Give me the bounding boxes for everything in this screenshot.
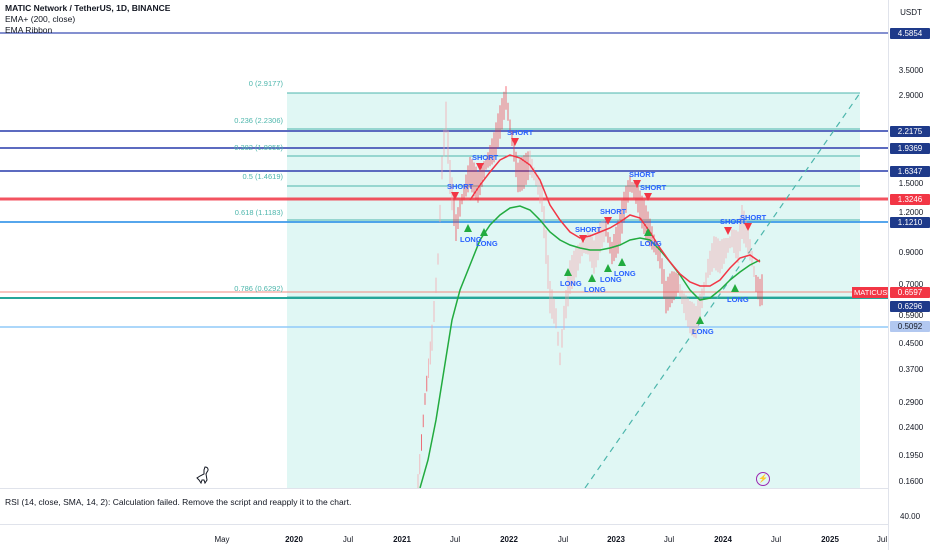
dinosaur-icon bbox=[196, 466, 210, 489]
time-tick: 2021 bbox=[393, 535, 411, 544]
price-tick: 0.4500 bbox=[898, 339, 924, 348]
rsi-axis-tick: 40.00 bbox=[900, 512, 921, 521]
short-label: SHORT bbox=[575, 225, 602, 234]
price-tag: 1.1210 bbox=[890, 217, 930, 228]
time-tick: May bbox=[214, 535, 230, 544]
long-label: LONG bbox=[600, 275, 622, 284]
time-tick: 2022 bbox=[500, 535, 518, 544]
price-axis[interactable]: USDT 3.5000 2.9000 1.5000 1.2000 0.9000 … bbox=[888, 0, 932, 550]
short-signal-icon bbox=[604, 217, 612, 225]
long-label: LONG bbox=[692, 327, 714, 336]
price-tick: 2.9000 bbox=[898, 91, 924, 100]
indicator-ema[interactable]: EMA+ (200, close) bbox=[5, 14, 76, 24]
short-label: SHORT bbox=[447, 182, 474, 191]
price-chart-svg[interactable]: 0 (2.9177) 0.236 (2.2306) 0.382 (1.8055)… bbox=[0, 0, 888, 488]
long-label: LONG bbox=[460, 235, 482, 244]
ema-200-line bbox=[419, 205, 761, 488]
chart-pane[interactable]: 0 (2.9177) 0.236 (2.2306) 0.382 (1.8055)… bbox=[0, 0, 888, 488]
price-tick: 1.2000 bbox=[898, 208, 924, 217]
price-tag: 0.6597 bbox=[890, 287, 930, 298]
short-signal-icon bbox=[633, 180, 641, 188]
long-signal-icon bbox=[564, 268, 572, 276]
price-tick: 0.2900 bbox=[898, 398, 924, 407]
long-label: LONG bbox=[640, 239, 662, 248]
short-label: SHORT bbox=[600, 207, 627, 216]
time-tick: 2025 bbox=[821, 535, 839, 544]
price-tick: 0.7000 bbox=[898, 280, 924, 289]
short-label: SHORT bbox=[629, 170, 656, 179]
time-tick: 2024 bbox=[714, 535, 732, 544]
rsi-error-message: RSI (14, close, SMA, 14, 2): Calculation… bbox=[5, 497, 352, 507]
price-tag: 1.6347 bbox=[890, 166, 930, 177]
symbol-title[interactable]: MATIC Network / TetherUS, 1D, BINANCE bbox=[5, 3, 171, 13]
fib-label: 0 (2.9177) bbox=[249, 79, 284, 88]
price-tag: 4.5854 bbox=[890, 28, 930, 39]
short-signal-icon bbox=[744, 223, 752, 231]
long-label: LONG bbox=[614, 269, 636, 278]
fib-label: 0.5 (1.4619) bbox=[243, 172, 284, 181]
price-tag: 1.3246 bbox=[890, 194, 930, 205]
price-tick: 0.9000 bbox=[898, 248, 924, 257]
time-tick: 2023 bbox=[607, 535, 625, 544]
chart-legend[interactable]: MATIC Network / TetherUS, 1D, BINANCE EM… bbox=[5, 3, 170, 36]
time-tick: Jul bbox=[876, 535, 888, 544]
price-tick: 3.5000 bbox=[898, 66, 924, 75]
price-tick: 1.5000 bbox=[898, 179, 924, 188]
indicator-ribbon[interactable]: EMA Ribbon bbox=[5, 25, 53, 35]
long-signal-icon bbox=[604, 264, 612, 272]
fib-label: 0.236 (2.2306) bbox=[234, 116, 283, 125]
price-tick: 0.5900 bbox=[898, 311, 924, 320]
short-signal-icon bbox=[511, 138, 519, 146]
short-label: SHORT bbox=[472, 153, 499, 162]
trend-line[interactable] bbox=[584, 92, 861, 488]
long-label: LONG bbox=[476, 239, 498, 248]
fib-label: 0.618 (1.1183) bbox=[235, 208, 284, 217]
price-tag: 0.6296 bbox=[890, 301, 930, 312]
short-signal-icon bbox=[451, 192, 459, 200]
short-signal-icon bbox=[476, 163, 484, 171]
long-signal-icon bbox=[731, 284, 739, 292]
long-label: LONG bbox=[560, 279, 582, 288]
long-label: LONG bbox=[584, 285, 606, 294]
price-tick: 0.1950 bbox=[898, 451, 924, 460]
long-signal-icon bbox=[480, 228, 488, 236]
price-tag: 0.5092 bbox=[890, 321, 930, 332]
lightning-icon[interactable]: ⚡ bbox=[756, 472, 770, 486]
long-signal-icon bbox=[464, 224, 472, 232]
time-tick: Jul bbox=[770, 535, 782, 544]
ema-ribbon-line bbox=[469, 154, 761, 287]
currency-label[interactable]: USDT bbox=[900, 8, 922, 17]
short-signal-icon bbox=[724, 227, 732, 235]
fib-label: 0.786 (0.6292) bbox=[234, 284, 283, 293]
signals: SHORTSHORTSHORTSHORTSHORTSHORTSHORTSHORT… bbox=[447, 128, 767, 336]
short-label: SHORT bbox=[740, 213, 767, 222]
long-signal-icon bbox=[696, 316, 704, 324]
short-label: SHORT bbox=[640, 183, 667, 192]
fib-label: 0.382 (1.8055) bbox=[234, 143, 283, 152]
symbol-price-tag: MATICUSDT bbox=[852, 287, 900, 298]
time-axis[interactable]: May 2020 Jul 2021 Jul 2022 Jul 2023 Jul … bbox=[0, 524, 888, 551]
short-label: SHORT bbox=[507, 128, 534, 137]
time-tick: Jul bbox=[449, 535, 461, 544]
long-signal-icon bbox=[644, 228, 652, 236]
short-label: SHORT bbox=[720, 217, 747, 226]
price-tick: 0.1600 bbox=[898, 477, 924, 486]
rsi-pane[interactable]: RSI (14, close, SMA, 14, 2): Calculation… bbox=[0, 488, 888, 525]
long-label: LONG bbox=[727, 295, 749, 304]
fib-zone bbox=[287, 93, 860, 488]
price-tag: 2.2175 bbox=[890, 126, 930, 137]
fib-labels: 0 (2.9177) 0.236 (2.2306) 0.382 (1.8055)… bbox=[234, 79, 283, 293]
time-tick: Jul bbox=[342, 535, 354, 544]
long-signal-icon bbox=[618, 258, 626, 266]
short-signal-icon bbox=[579, 235, 587, 243]
price-tick: 0.3700 bbox=[898, 365, 924, 374]
price-tick: 0.2400 bbox=[898, 423, 924, 432]
short-signal-icon bbox=[644, 193, 652, 201]
time-tick: Jul bbox=[663, 535, 675, 544]
time-tick: Jul bbox=[557, 535, 569, 544]
price-tag: 1.9369 bbox=[890, 143, 930, 154]
candles bbox=[417, 86, 763, 488]
time-tick: 2020 bbox=[285, 535, 303, 544]
long-signal-icon bbox=[588, 274, 596, 282]
